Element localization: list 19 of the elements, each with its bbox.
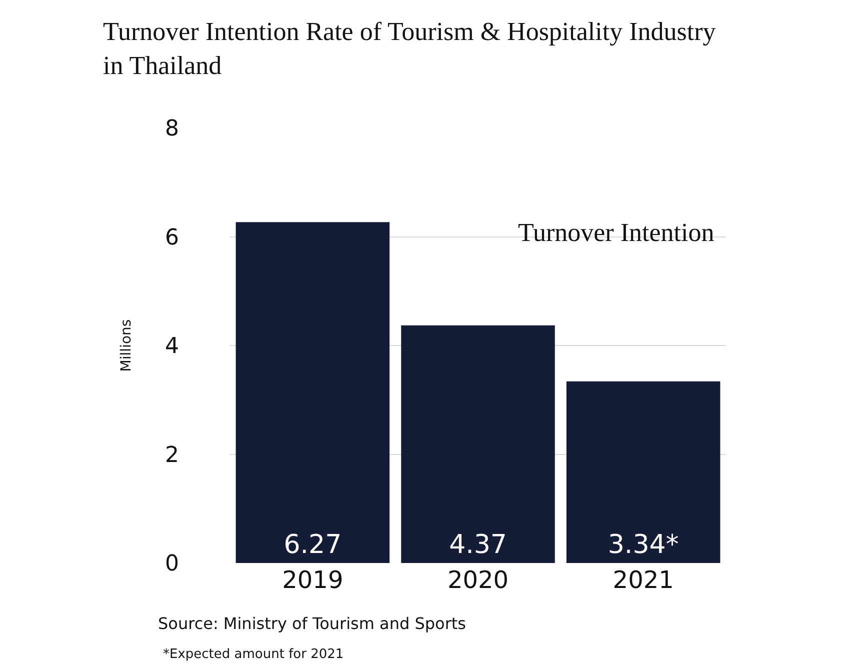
x-tick-label: 2019 <box>282 566 344 594</box>
source-note: Source: Ministry of Tourism and Sports <box>158 614 466 633</box>
y-axis-title: Millions <box>118 319 135 372</box>
bar <box>401 325 555 563</box>
y-tick-label: 0 <box>165 552 179 577</box>
y-tick-label: 2 <box>165 442 179 468</box>
data-label: 3.34* <box>608 530 679 560</box>
x-tick-label: 2020 <box>447 566 509 594</box>
x-tick-label: 2021 <box>612 566 674 594</box>
y-tick-label: 6 <box>165 225 179 250</box>
chart-title: Turnover Intention Rate of Tourism & Hospitality Industry in Thailand <box>103 17 716 80</box>
text: *Expected amount for 2021 <box>163 647 344 662</box>
bar <box>566 381 720 563</box>
bar <box>236 222 390 563</box>
y-tick-label: 4 <box>165 334 179 360</box>
y-tick-label: 8 <box>165 116 179 142</box>
annotation: Turnover Intention <box>518 218 714 247</box>
data-label: 4.37 <box>449 530 507 560</box>
data-label: 6.27 <box>284 530 342 560</box>
